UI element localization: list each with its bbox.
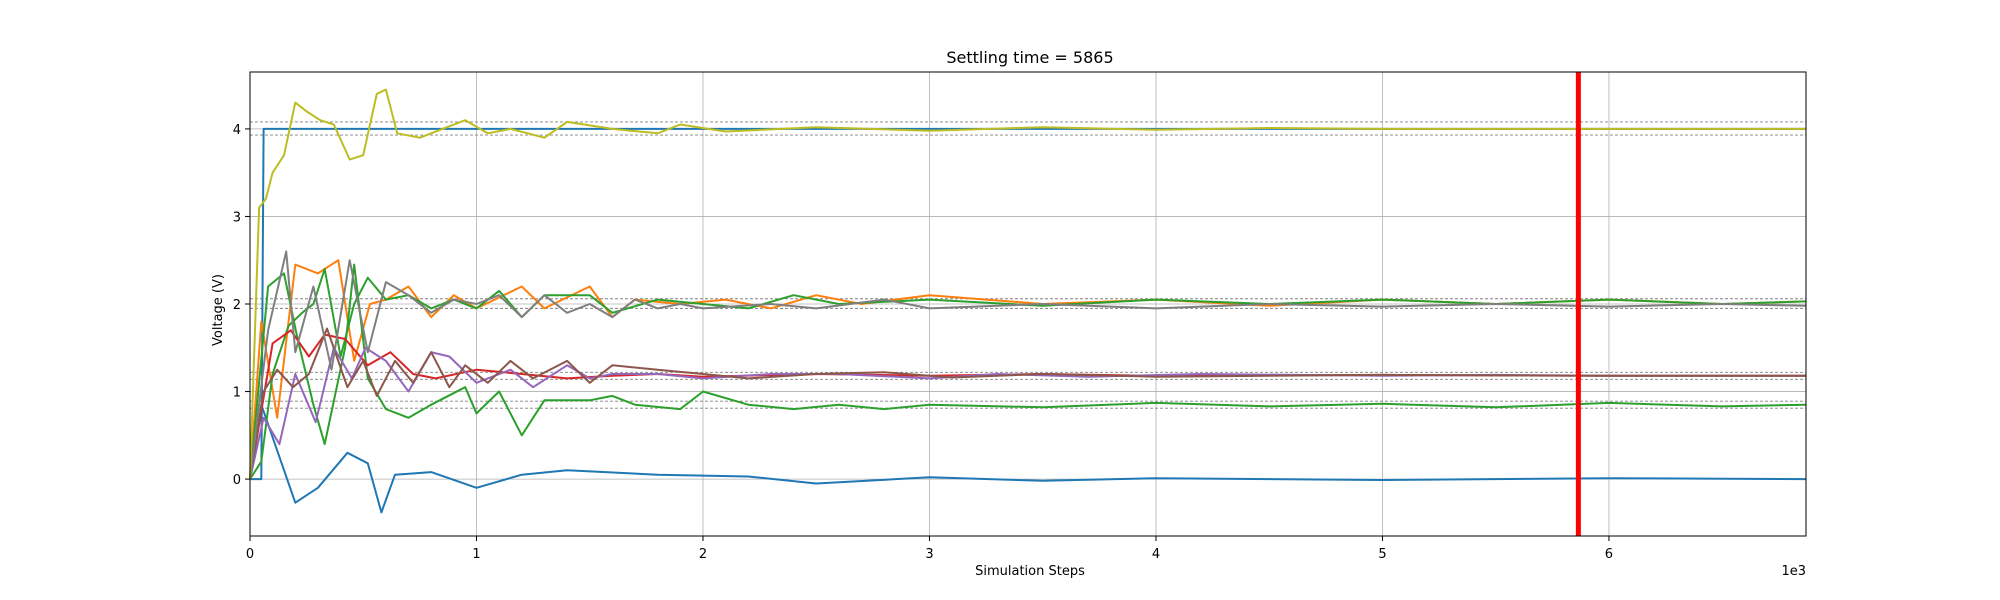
x-tick-label: 6 — [1605, 547, 1613, 562]
series-line-8 — [249, 327, 1806, 480]
series-line-10 — [249, 88, 1806, 480]
x-axis-label: Simulation Steps — [975, 564, 1085, 579]
y-axis-label: Voltage (V) — [211, 274, 226, 346]
y-tick-label: 0 — [233, 473, 241, 488]
chart-title: Settling time = 5865 — [946, 48, 1113, 67]
tolerance-bands — [250, 121, 1806, 409]
y-tick-label: 1 — [233, 386, 241, 401]
x-tick-label: 5 — [1378, 547, 1386, 562]
y-tick-label: 3 — [233, 210, 241, 225]
x-axis-ticks: 0 1 2 3 4 5 6 — [246, 536, 1613, 562]
x-tick-label: 2 — [699, 547, 707, 562]
series-line-9 — [249, 250, 1807, 480]
plot-area — [249, 88, 1807, 514]
x-tick-label: 3 — [925, 547, 933, 562]
series-line-2 — [249, 403, 1807, 514]
series-line-4 — [249, 263, 1807, 480]
y-tick-label: 4 — [233, 123, 241, 138]
y-axis-ticks: 0 1 2 3 4 — [233, 123, 250, 488]
x-tick-label: 1 — [472, 547, 480, 562]
x-tick-label: 4 — [1152, 547, 1160, 562]
x-axis-offset-label: 1e3 — [1781, 564, 1806, 579]
y-tick-label: 2 — [233, 298, 241, 313]
series-line-7 — [249, 346, 1806, 480]
series-line-1 — [250, 127, 1806, 481]
x-tick-label: 0 — [246, 547, 254, 562]
